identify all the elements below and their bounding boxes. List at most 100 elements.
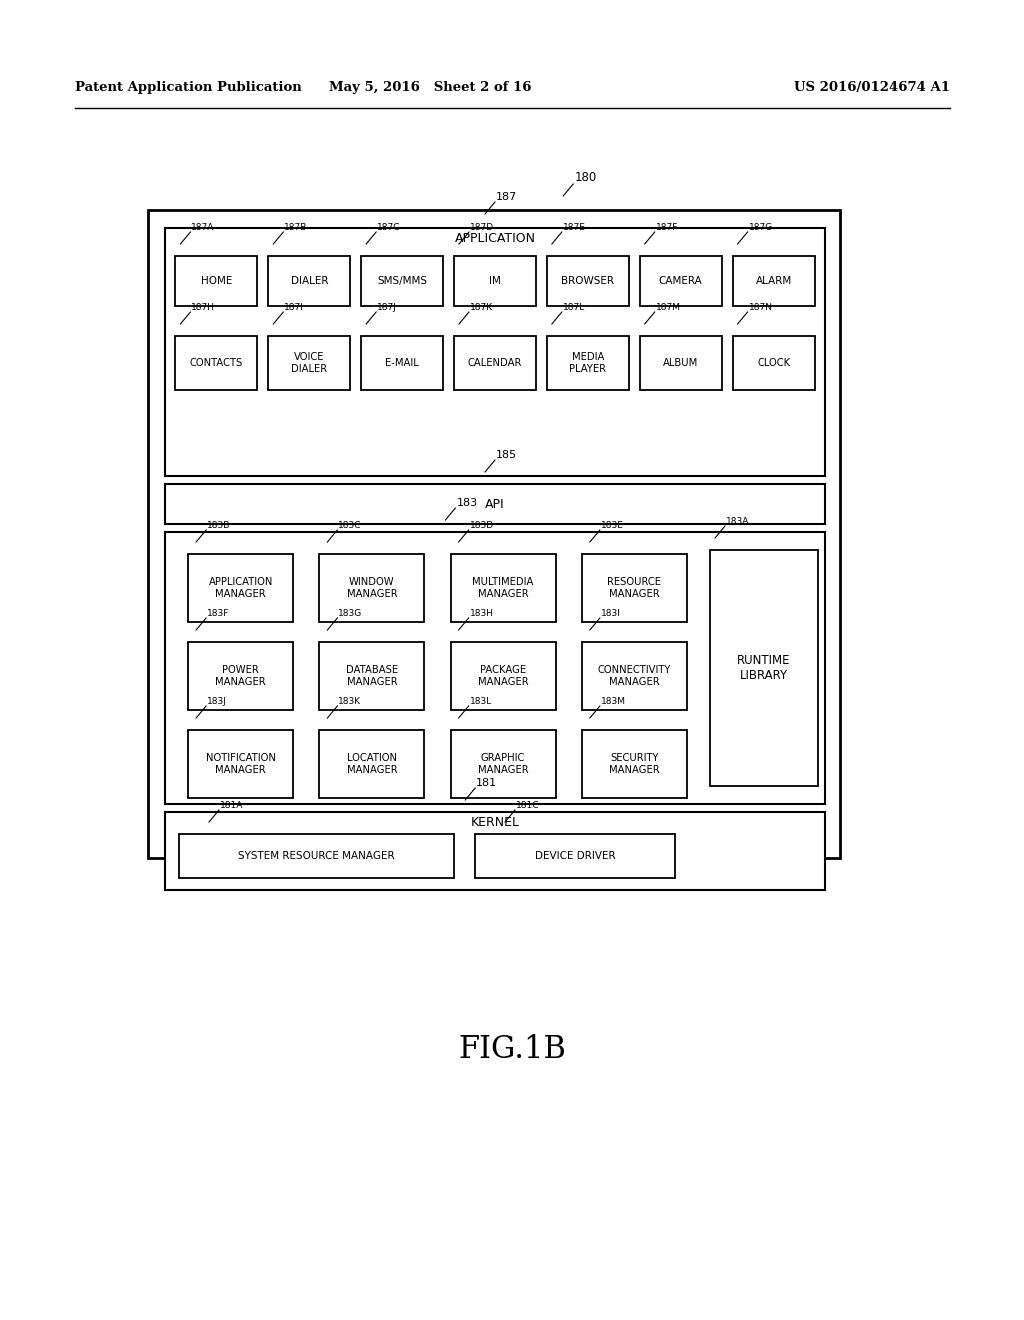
Text: API: API (485, 498, 505, 511)
Bar (175, 337, 257, 389)
Text: DATABASE
MANAGER: DATABASE MANAGER (346, 665, 398, 686)
Bar (640, 337, 722, 389)
Text: 181: 181 (476, 777, 498, 788)
Text: VOICE
DIALER: VOICE DIALER (291, 352, 328, 374)
Text: 183A: 183A (726, 517, 750, 525)
Text: 183K: 183K (338, 697, 361, 706)
Text: CAMERA: CAMERA (658, 276, 702, 286)
Text: 187B: 187B (285, 223, 307, 232)
Text: 187F: 187F (655, 223, 678, 232)
Text: BROWSER: BROWSER (561, 276, 614, 286)
Text: CLOCK: CLOCK (757, 358, 791, 368)
Text: 183I: 183I (601, 609, 621, 618)
Text: 183: 183 (457, 498, 477, 508)
Bar (319, 642, 424, 710)
Text: 187C: 187C (377, 223, 400, 232)
Text: 181A: 181A (220, 801, 244, 810)
Text: LOCATION
MANAGER: LOCATION MANAGER (346, 754, 397, 775)
Bar (454, 256, 536, 306)
Text: Patent Application Publication: Patent Application Publication (75, 82, 302, 95)
Text: NOTIFICATION
MANAGER: NOTIFICATION MANAGER (206, 754, 275, 775)
Text: 183B: 183B (207, 521, 230, 531)
Text: DEVICE DRIVER: DEVICE DRIVER (535, 851, 615, 861)
Bar (319, 730, 424, 799)
Text: HOME: HOME (201, 276, 232, 286)
Text: 183M: 183M (601, 697, 626, 706)
Bar (188, 730, 293, 799)
Text: 183H: 183H (470, 609, 494, 618)
Bar (710, 550, 818, 785)
Text: 187I: 187I (285, 304, 304, 312)
Text: PACKAGE
MANAGER: PACKAGE MANAGER (478, 665, 528, 686)
Bar (451, 642, 556, 710)
Text: 183C: 183C (338, 521, 361, 531)
Text: 187D: 187D (470, 223, 495, 232)
Bar (732, 256, 814, 306)
Bar (148, 210, 840, 858)
Text: FIG.1B: FIG.1B (458, 1035, 566, 1065)
Bar (361, 337, 443, 389)
Bar (188, 554, 293, 622)
Text: DIALER: DIALER (291, 276, 328, 286)
Bar (188, 642, 293, 710)
Text: SECURITY
MANAGER: SECURITY MANAGER (609, 754, 659, 775)
Text: GRAPHIC
MANAGER: GRAPHIC MANAGER (478, 754, 528, 775)
Bar (319, 554, 424, 622)
Bar (547, 256, 629, 306)
Bar (361, 256, 443, 306)
Text: 183D: 183D (470, 521, 494, 531)
Text: MULTIMEDIA
MANAGER: MULTIMEDIA MANAGER (472, 577, 534, 599)
Text: E-MAIL: E-MAIL (385, 358, 419, 368)
Bar (547, 337, 629, 389)
Bar (175, 256, 257, 306)
Text: US 2016/0124674 A1: US 2016/0124674 A1 (794, 82, 950, 95)
Bar (451, 554, 556, 622)
Text: POWER
MANAGER: POWER MANAGER (215, 665, 266, 686)
Text: ALBUM: ALBUM (664, 358, 698, 368)
Bar (582, 554, 687, 622)
Text: 183E: 183E (601, 521, 624, 531)
Text: CONNECTIVITY
MANAGER: CONNECTIVITY MANAGER (598, 665, 671, 686)
Text: 183J: 183J (207, 697, 227, 706)
Text: May 5, 2016   Sheet 2 of 16: May 5, 2016 Sheet 2 of 16 (329, 82, 531, 95)
Text: KERNEL: KERNEL (470, 816, 519, 829)
Bar (640, 256, 722, 306)
Text: 187K: 187K (470, 304, 494, 312)
Bar (475, 834, 675, 878)
Text: 185: 185 (496, 450, 517, 459)
Text: SYSTEM RESOURCE MANAGER: SYSTEM RESOURCE MANAGER (239, 851, 395, 861)
Text: IM: IM (489, 276, 501, 286)
Text: ALARM: ALARM (756, 276, 792, 286)
Bar (268, 256, 350, 306)
Bar (268, 337, 350, 389)
Text: WINDOW
MANAGER: WINDOW MANAGER (346, 577, 397, 599)
Text: 187L: 187L (563, 304, 585, 312)
Text: 183G: 183G (338, 609, 362, 618)
Text: 181C: 181C (516, 801, 540, 810)
Bar (179, 834, 454, 878)
Text: CONTACTS: CONTACTS (189, 358, 243, 368)
Bar (732, 337, 814, 389)
Text: RESOURCE
MANAGER: RESOURCE MANAGER (607, 577, 662, 599)
Text: RUNTIME
LIBRARY: RUNTIME LIBRARY (737, 653, 791, 682)
Bar (582, 642, 687, 710)
Text: 187N: 187N (749, 304, 772, 312)
Text: 187G: 187G (749, 223, 773, 232)
Text: 187J: 187J (377, 304, 397, 312)
Bar (165, 812, 825, 890)
Text: MEDIA
PLAYER: MEDIA PLAYER (569, 352, 606, 374)
Text: SMS/MMS: SMS/MMS (377, 276, 427, 286)
Bar (451, 730, 556, 799)
Bar (582, 730, 687, 799)
Text: 187H: 187H (191, 304, 215, 312)
Text: 180: 180 (574, 172, 596, 183)
Text: 187: 187 (496, 191, 517, 202)
Text: 183L: 183L (470, 697, 492, 706)
Text: 187M: 187M (655, 304, 681, 312)
Bar (165, 532, 825, 804)
Bar (454, 337, 536, 389)
Text: APPLICATION: APPLICATION (455, 232, 536, 246)
Text: CALENDAR: CALENDAR (468, 358, 522, 368)
Bar (165, 228, 825, 477)
Text: 187E: 187E (563, 223, 586, 232)
